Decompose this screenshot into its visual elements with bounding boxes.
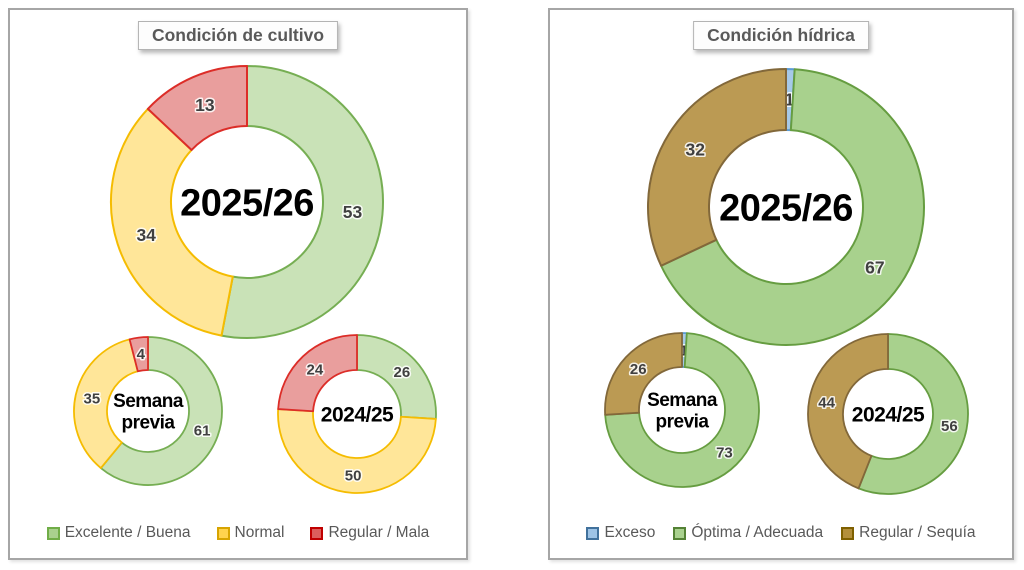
slice-value-label: 26 xyxy=(393,364,410,381)
donut-slice xyxy=(857,333,969,495)
panel-title: Condición hídrica xyxy=(693,21,869,50)
donut-center-label: Semana previa xyxy=(113,391,184,433)
legend-label: Regular / Mala xyxy=(328,524,430,541)
donut-slice xyxy=(128,336,149,373)
slice-value-label: 44 xyxy=(818,395,835,412)
panel-condicion-cultivo: Condición de cultivo 53 34 13 2025/26 61 35 4… xyxy=(8,8,468,560)
donut-center-label: 2024/25 xyxy=(852,403,925,426)
legend-swatch-regular-mala xyxy=(310,526,324,540)
legend-label: Regular / Sequía xyxy=(859,524,976,541)
legend-item-excelente-buena: Excelente / Buena xyxy=(46,524,191,542)
slice-value-label: 13 xyxy=(195,95,215,115)
legend-item-optima-adecuada: Óptima / Adecuada xyxy=(673,524,823,542)
legend-swatch-optima-adecuada xyxy=(673,526,687,540)
slice-value-label: 24 xyxy=(307,361,324,378)
legend-label: Excelente / Buena xyxy=(64,524,191,541)
donut-2024-25: 56 44 2024/25 xyxy=(807,333,969,495)
legend: Excelente / Buena Normal Regular / Mala xyxy=(10,524,466,542)
panel-condicion-hidrica: Condición hídrica 1 67 32 2025/26 1 73 26 Sema… xyxy=(548,8,1014,560)
legend-item-regular-sequia: Regular / Sequía xyxy=(841,524,976,542)
slice-value-label: 50 xyxy=(345,468,362,485)
donut-slice xyxy=(604,332,760,488)
slice-value-label: 56 xyxy=(941,418,958,435)
legend: Exceso Óptima / Adecuada Regular / Sequí… xyxy=(550,524,1012,542)
panel-title: Condición de cultivo xyxy=(137,21,339,50)
donut-2024-25: 26 50 24 2024/25 xyxy=(277,334,437,494)
legend-swatch-normal xyxy=(216,526,230,540)
slice-value-label: 32 xyxy=(686,140,706,160)
slice-value-label: 61 xyxy=(194,423,211,440)
donut-slice xyxy=(660,68,925,346)
legend-label: Exceso xyxy=(604,524,656,541)
donut-semana-previa: 61 35 4 Semana previa xyxy=(73,336,223,486)
legend-swatch-exceso xyxy=(586,526,600,540)
legend-label: Normal xyxy=(234,524,285,541)
donut-slice xyxy=(73,338,139,469)
slice-value-label: 73 xyxy=(716,445,733,462)
donut-slice xyxy=(807,333,889,490)
donut-main-2025-26: 53 34 13 2025/26 xyxy=(110,65,384,339)
legend-swatch-regular-sequia xyxy=(841,526,855,540)
donut-slice xyxy=(604,332,683,416)
donut-slice xyxy=(220,65,384,339)
donut-slice xyxy=(110,107,234,337)
legend-item-exceso: Exceso xyxy=(586,524,655,542)
slice-value-label: 35 xyxy=(84,391,101,408)
slice-value-label: 1 xyxy=(680,342,688,359)
donut-center-label: 2024/25 xyxy=(321,403,394,426)
donut-center-label: 2025/26 xyxy=(180,182,314,224)
slice-value-label: 4 xyxy=(137,346,146,363)
donut-slice xyxy=(277,334,358,413)
donut-slice xyxy=(647,68,787,267)
donut-center-label: 2025/26 xyxy=(719,187,853,229)
slice-value-label: 53 xyxy=(343,202,363,222)
slice-value-label: 67 xyxy=(865,258,884,278)
slice-value-label: 34 xyxy=(136,225,156,245)
donut-center-label: Semana previa xyxy=(647,390,718,432)
donut-slice xyxy=(99,336,223,486)
legend-item-regular-mala: Regular / Mala xyxy=(310,524,429,542)
legend-swatch-excelente-buena xyxy=(46,526,60,540)
legend-label: Óptima / Adecuada xyxy=(691,524,824,541)
slice-value-label: 26 xyxy=(630,361,647,378)
donut-slice xyxy=(277,408,437,494)
donut-slice xyxy=(146,65,248,151)
legend-item-normal: Normal xyxy=(216,524,285,542)
